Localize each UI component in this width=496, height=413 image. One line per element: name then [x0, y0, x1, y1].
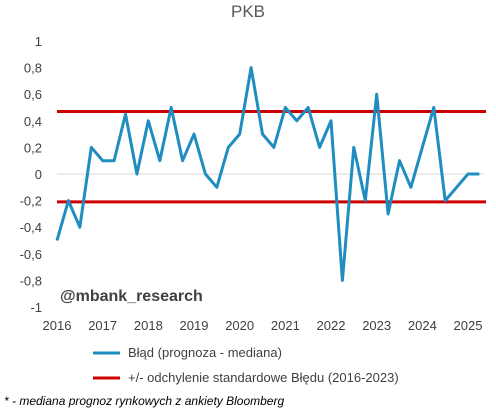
- y-tick-label: 0,6: [24, 87, 42, 102]
- y-tick-label: -1: [30, 300, 42, 315]
- x-tick-label: 2021: [271, 318, 300, 333]
- error-series-line: [55, 66, 480, 282]
- y-tick-label: 0: [35, 167, 42, 182]
- y-axis-ticks: 1 0,8 0,6 0,4 0,2 0 -0,2 -0,4 -0,6 -0,8 -1: [20, 34, 42, 315]
- x-tick-label: 2018: [134, 318, 163, 333]
- x-axis-ticks: 2016 2017 2018 2019 2020 2021 2022 2023 2024 2025: [43, 318, 483, 333]
- y-tick-label: -0,2: [20, 194, 42, 209]
- x-tick-label: 2016: [43, 318, 72, 333]
- x-tick-label: 2022: [317, 318, 346, 333]
- x-tick-label: 2020: [225, 318, 254, 333]
- y-tick-label: 0,8: [24, 61, 42, 76]
- x-tick-label: 2017: [88, 318, 117, 333]
- y-tick-label: -0,6: [20, 247, 42, 262]
- watermark-label: @mbank_research: [60, 288, 203, 305]
- x-tick-label: 2023: [362, 318, 391, 333]
- y-tick-label: 0,4: [24, 114, 42, 129]
- plot-area: [55, 66, 486, 282]
- legend: Błąd (prognoza - mediana) +/- odchylenie…: [93, 345, 399, 385]
- x-tick-label: 2019: [180, 318, 209, 333]
- chart-title: PKB: [231, 2, 265, 21]
- y-tick-label: -0,4: [20, 220, 42, 235]
- y-tick-label: 1: [35, 34, 42, 49]
- y-tick-label: 0,2: [24, 140, 42, 155]
- y-tick-label: -0,8: [20, 273, 42, 288]
- x-tick-label: 2024: [408, 318, 437, 333]
- legend-label-error: Błąd (prognoza - mediana): [128, 345, 282, 360]
- x-tick-label: 2025: [454, 318, 483, 333]
- legend-label-std: +/- odchylenie standardowe Błędu (2016-2…: [128, 370, 399, 385]
- footnote: * - mediana prognoz rynkowych z ankiety …: [4, 394, 285, 408]
